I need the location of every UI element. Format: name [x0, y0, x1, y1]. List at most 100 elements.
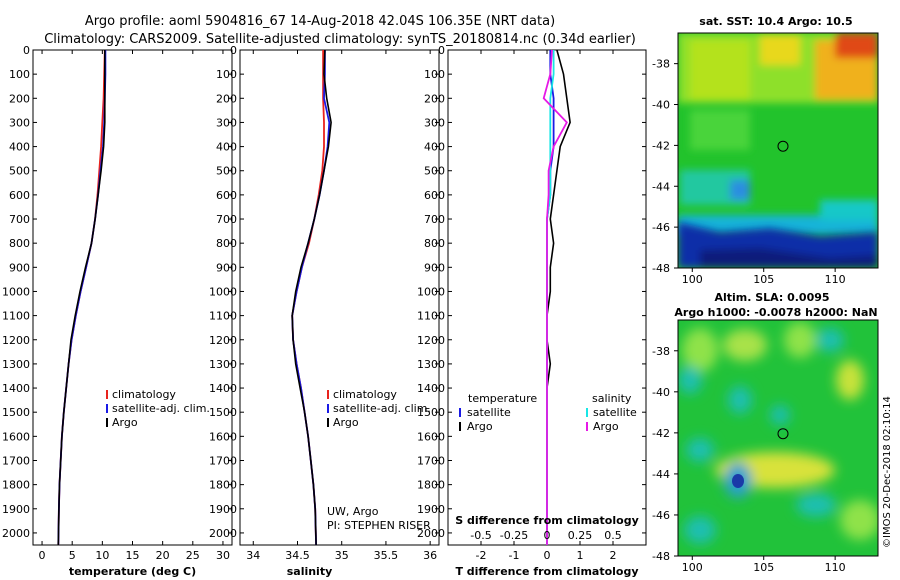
y-tick-label: 1500	[2, 406, 30, 419]
y-tick-label: 800	[424, 237, 445, 250]
y-tick-label: 1900	[2, 503, 30, 516]
title-line-2: Climatology: CARS2009. Satellite-adjuste…	[44, 32, 636, 47]
y-tick-label: 600	[216, 189, 237, 202]
secondary-tick-label: 0.25	[568, 529, 593, 542]
temperature-axes-frame	[32, 49, 233, 546]
map-y-tick-label: -44	[652, 180, 670, 193]
y-tick-label: 1500	[417, 406, 445, 419]
y-tick-label: 1500	[209, 406, 237, 419]
y-tick-label: 100	[9, 68, 30, 81]
salinity-profile-panel: 0 100 200 300 400 500 600 700 800 900 1000 1100 1200…	[209, 44, 440, 578]
legend-label: satellite-adj. clim.	[112, 402, 210, 415]
y-tick-label: 400	[216, 141, 237, 154]
salinity-axes-frame	[239, 49, 440, 546]
x-tick-label: 1	[577, 549, 584, 562]
series-line	[291, 49, 332, 546]
y-tick-label: 600	[9, 189, 30, 202]
x-tick-label: 34	[246, 549, 260, 562]
x-tick-label: 36	[423, 549, 437, 562]
legend-label: Argo	[112, 416, 138, 429]
secondary-tick-label: 0	[544, 529, 551, 542]
sla-map-subtitle: Argo h1000: -0.0078 h2000: NaN	[674, 306, 877, 319]
temperature-profile-panel: 0100200300400500600700800900100011001200…	[2, 44, 233, 578]
annotation: PI: STEPHEN RISER	[327, 519, 431, 532]
map-y-tick-label: -38	[652, 58, 670, 71]
y-tick-label: 1400	[2, 382, 30, 395]
map-y-tick-label: -46	[652, 221, 670, 234]
y-tick-label: 1700	[2, 454, 30, 467]
x-tick-label: 10	[95, 549, 109, 562]
y-tick-label: 900	[216, 261, 237, 274]
legend-label: climatology	[333, 388, 397, 401]
y-tick-label: 400	[424, 141, 445, 154]
y-tick-label: 1000	[417, 285, 445, 298]
x-tick-label: 2	[610, 549, 617, 562]
map-x-tick-label: 100	[682, 273, 703, 286]
legend-label: satellite	[467, 406, 511, 419]
legend-label: satellite	[593, 406, 637, 419]
legend-label: Argo	[593, 420, 619, 433]
y-tick-label: 700	[216, 213, 237, 226]
difference-profile-panel: 0100200300400500600700800900100011001200…	[417, 44, 647, 578]
y-tick-label: 500	[216, 165, 237, 178]
y-tick-label: 200	[9, 92, 30, 105]
map-y-tick-label: -38	[652, 345, 670, 358]
y-tick-label: 200	[424, 92, 445, 105]
x-axis-label: T difference from climatology	[455, 565, 638, 578]
y-tick-label: 1100	[209, 310, 237, 323]
y-tick-label: 1900	[209, 503, 237, 516]
annotation: UW, Argo	[327, 505, 379, 518]
y-tick-label: 2000	[417, 527, 445, 540]
y-tick-label: 1600	[417, 430, 445, 443]
map-x-tick-label: 105	[753, 273, 774, 286]
y-tick-label: 300	[424, 116, 445, 129]
y-tick-label: 1800	[417, 479, 445, 492]
y-tick-label: 500	[424, 165, 445, 178]
y-tick-label: 800	[9, 237, 30, 250]
series-line	[546, 50, 555, 545]
y-tick-label: 700	[9, 213, 30, 226]
x-tick-label: 0	[544, 549, 551, 562]
map-y-tick-label: -40	[652, 386, 670, 399]
y-tick-label: 100	[216, 68, 237, 81]
credit-text: ©IMOS 20-Dec-2018 02:10:14	[882, 396, 893, 548]
x-tick-label: 0	[39, 549, 46, 562]
sla-map-panel: Altim. SLA: 0.0095 Argo h1000: -0.0078 h…	[652, 291, 879, 574]
secondary-tick-label: -0.25	[500, 529, 528, 542]
map-y-tick-label: -40	[652, 99, 670, 112]
legend-label: Argo	[467, 420, 493, 433]
y-tick-label: 900	[424, 261, 445, 274]
y-tick-label: 100	[424, 68, 445, 81]
x-axis-label: temperature (deg C)	[69, 565, 196, 578]
map-y-tick-label: -46	[652, 509, 670, 522]
map-x-tick-label: 105	[753, 561, 774, 574]
y-tick-label: 1300	[417, 358, 445, 371]
sla-map-frame	[677, 319, 879, 557]
y-tick-label: 0	[438, 44, 445, 57]
series-line	[57, 50, 107, 546]
y-tick-label: 1700	[209, 454, 237, 467]
y-tick-label: 1300	[209, 358, 237, 371]
x-tick-label: 25	[186, 549, 200, 562]
series-line	[291, 50, 325, 546]
y-tick-label: 1200	[2, 334, 30, 347]
y-tick-label: 600	[424, 189, 445, 202]
y-tick-label: 1800	[2, 479, 30, 492]
x-tick-label: 35	[335, 549, 349, 562]
y-tick-label: 300	[216, 116, 237, 129]
y-tick-label: 300	[9, 116, 30, 129]
x-tick-label: 20	[156, 549, 170, 562]
y-tick-label: 1300	[2, 358, 30, 371]
secondary-tick-label: 0.5	[604, 529, 622, 542]
legend-label: satellite-adj. clim.	[333, 402, 431, 415]
y-tick-label: 1700	[417, 454, 445, 467]
y-tick-label: 1400	[417, 382, 445, 395]
y-tick-label: 1800	[209, 479, 237, 492]
y-tick-label: 1600	[2, 430, 30, 443]
argo-location-marker	[777, 140, 789, 152]
sst-field	[678, 33, 878, 268]
y-tick-label: 500	[9, 165, 30, 178]
y-tick-label: 1400	[209, 382, 237, 395]
y-tick-label: 1200	[209, 334, 237, 347]
y-tick-label: 1200	[417, 334, 445, 347]
